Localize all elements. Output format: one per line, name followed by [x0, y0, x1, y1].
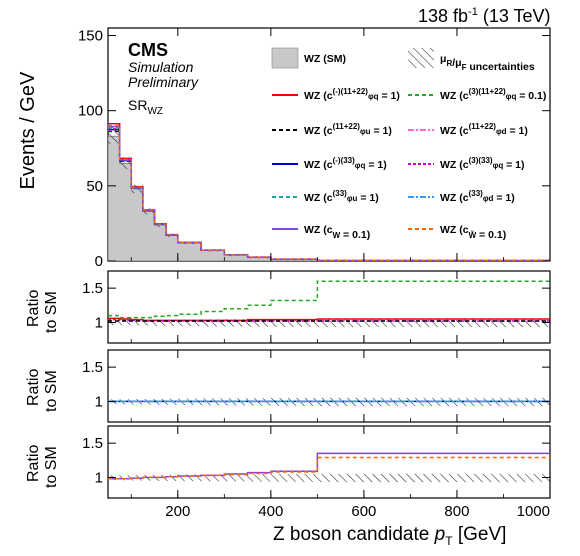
x-tick-label-4: 1000	[517, 503, 550, 520]
legend-item-8: WZ (c(33)φu = 1)	[272, 189, 379, 204]
y-axis-title-ratio-1-b: to SM	[43, 291, 60, 333]
simulation-label: Simulation	[128, 59, 194, 75]
cms-label: CMS	[128, 40, 168, 60]
lumi-label: 138 fb-1 (13 TeV)	[418, 6, 551, 26]
y-axis-title-ratio-2-a: Ratio	[25, 369, 42, 406]
y-axis-title-ratio-3-a: Ratio	[25, 445, 42, 482]
y-axis-title-ratio-3-b: to SM	[43, 446, 60, 488]
legend-item-10: WZ (cW = 0.1)	[272, 224, 370, 241]
legend-item-6: WZ (c(-)(33)φq = 1)	[272, 156, 387, 171]
legend-item-3: WZ (c(3)(11+22)φq = 0.1)	[408, 87, 546, 102]
y-tick-label-0-2: 100	[78, 103, 103, 120]
ratio-panel-3-frame	[107, 425, 551, 499]
legend-item-11: WZ (cW̃ = 0.1)	[408, 224, 506, 241]
legend-label: WZ (c(11+22)φu = 1)	[304, 122, 392, 137]
legend-item-5: WZ (c(11+22)φd = 1)	[408, 122, 528, 137]
y-tick-label-1-0: 1	[95, 314, 103, 331]
y-tick-label-0-1: 50	[86, 178, 103, 195]
x-tick-label-3: 800	[444, 503, 469, 520]
legend-label: WZ (c(3)(33)φq = 1)	[440, 156, 525, 171]
legend-label: WZ (c(11+22)φd = 1)	[440, 122, 528, 137]
legend-item-9: WZ (c(33)φd = 1)	[408, 189, 515, 204]
y-axis-title-ratio-1-a: Ratio	[25, 290, 42, 327]
legend-label: WZ (c(33)φu = 1)	[304, 189, 379, 204]
legend-label: WZ (cW̃ = 0.1)	[440, 224, 506, 241]
legend: WZ (SM) μR/μF uncertainties WZ (c(-)(11+22…	[271, 47, 546, 241]
legend-item-7: WZ (c(3)(33)φq = 1)	[408, 156, 525, 171]
ratio-uncertainty-band-3	[108, 473, 550, 483]
y-tick-label-3-1: 1.5	[82, 435, 103, 452]
y-tick-label-1-1: 1.5	[82, 280, 103, 297]
legend-item-0: WZ (SM)	[271, 47, 346, 69]
x-tick-label-0: 200	[165, 503, 190, 520]
panel-1-content	[108, 280, 550, 328]
x-axis-title: Z boson candidate pT [GeV]	[273, 524, 506, 548]
legend-label: WZ (c(3)(11+22)φq = 0.1)	[440, 87, 546, 102]
ratio-curve-3-1	[108, 456, 550, 480]
x-tick-label-1: 400	[258, 503, 283, 520]
preliminary-label: Preliminary	[128, 74, 199, 90]
legend-label: μR/μF uncertainties	[440, 53, 535, 73]
legend-label: WZ (c(-)(33)φq = 1)	[304, 156, 387, 171]
panel-3-content	[108, 452, 550, 483]
y-tick-label-0-3: 150	[78, 28, 103, 45]
y-tick-label-2-1: 1.5	[82, 359, 103, 376]
legend-label: WZ (c(-)(11+22)φq = 1)	[304, 87, 400, 102]
y-tick-label-2-0: 1	[95, 393, 103, 410]
legend-label: WZ (cW = 0.1)	[304, 224, 370, 241]
ratio-curve-1-1	[108, 280, 550, 319]
legend-label: WZ (c(33)φd = 1)	[440, 189, 515, 204]
y-tick-label-0-0: 0	[95, 253, 103, 270]
y-tick-label-3-0: 1	[95, 469, 103, 486]
ratio-panel-1-frame	[107, 270, 551, 344]
ratio-panel-2-frame	[107, 349, 551, 423]
legend-item-4: WZ (c(11+22)φu = 1)	[272, 122, 392, 137]
legend-label: WZ (SM)	[304, 53, 346, 65]
plot-area: 0 50 100 150 1 1.5 1 1.5 1 1.5 200 400 600 800 1000	[78, 28, 551, 520]
panel-2-content	[108, 397, 550, 407]
region-label: SRWZ	[128, 97, 163, 117]
legend-item-2: WZ (c(-)(11+22)φq = 1)	[272, 87, 400, 102]
legend-item-1: μR/μF uncertainties	[408, 48, 535, 73]
y-axis-title-ratio-2-b: to SM	[43, 370, 60, 412]
y-axis-title-main: Events / GeV	[17, 71, 39, 189]
legend-swatch-sm	[271, 47, 299, 69]
legend-swatch-hatch	[408, 48, 434, 68]
x-tick-label-2: 600	[351, 503, 376, 520]
